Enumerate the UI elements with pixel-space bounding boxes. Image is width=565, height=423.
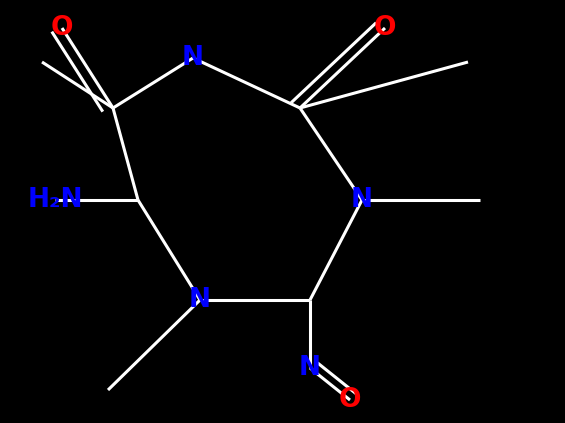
Text: O: O — [374, 15, 396, 41]
Text: N: N — [182, 45, 204, 71]
Text: N: N — [351, 187, 373, 213]
Text: O: O — [51, 15, 73, 41]
Text: N: N — [299, 355, 321, 381]
Text: H₂N: H₂N — [27, 187, 82, 213]
Text: O: O — [339, 387, 361, 413]
Text: N: N — [189, 287, 211, 313]
